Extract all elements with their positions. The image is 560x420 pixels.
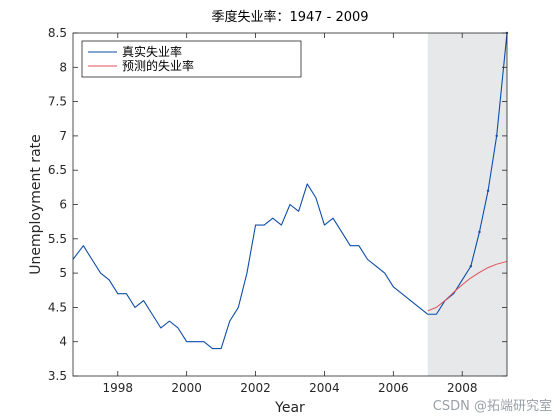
series-point-actual bbox=[469, 265, 473, 268]
y-tick-label: 5.5 bbox=[48, 232, 67, 246]
x-tick-label: 2000 bbox=[171, 381, 202, 395]
forecast-shaded-region bbox=[427, 33, 507, 376]
series-point-actual bbox=[486, 189, 490, 192]
x-tick-label: 2006 bbox=[378, 381, 409, 395]
legend-entry-label: 预测的失业率 bbox=[122, 58, 194, 73]
series-line-forecast bbox=[427, 260, 508, 312]
ticks-layer: 1998 2000 2002 2004 2006 2008 3.5 4 4.5 5 5.5 6 6.5 7… bbox=[48, 26, 507, 395]
legend-entry-label: 真实失业率 bbox=[122, 44, 182, 59]
x-tick-label: 2008 bbox=[447, 381, 478, 395]
y-tick-label: 4 bbox=[59, 335, 67, 349]
series-layer bbox=[72, 31, 509, 350]
y-tick-label: 8.5 bbox=[48, 26, 67, 40]
series-point-actual bbox=[495, 134, 498, 138]
forecast-shade-rect bbox=[427, 33, 507, 376]
chart-title: 季度失业率：1947 - 2009 bbox=[211, 9, 368, 25]
y-tick-label: 7 bbox=[59, 129, 67, 143]
legend-box bbox=[81, 40, 302, 78]
y-tick-label: 3.5 bbox=[48, 369, 67, 383]
series-line-actual bbox=[72, 32, 508, 350]
y-tick-label: 7.5 bbox=[48, 95, 67, 109]
x-tick-label: 1998 bbox=[103, 381, 134, 395]
x-tick-label: 2004 bbox=[309, 381, 340, 395]
x-axis-label: Year bbox=[274, 400, 305, 416]
watermark-text: CSDN @拓端研究室 bbox=[433, 398, 552, 414]
x-tick-label: 2002 bbox=[240, 381, 271, 395]
y-tick-label: 6 bbox=[59, 198, 67, 212]
series-point-actual bbox=[478, 230, 481, 234]
y-axis-label: Unemployment rate bbox=[28, 134, 44, 275]
y-tick-label: 5 bbox=[59, 266, 67, 280]
y-tick-label: 4.5 bbox=[48, 300, 67, 314]
y-tick-label: 8 bbox=[59, 60, 67, 74]
y-tick-label: 6.5 bbox=[48, 163, 67, 177]
